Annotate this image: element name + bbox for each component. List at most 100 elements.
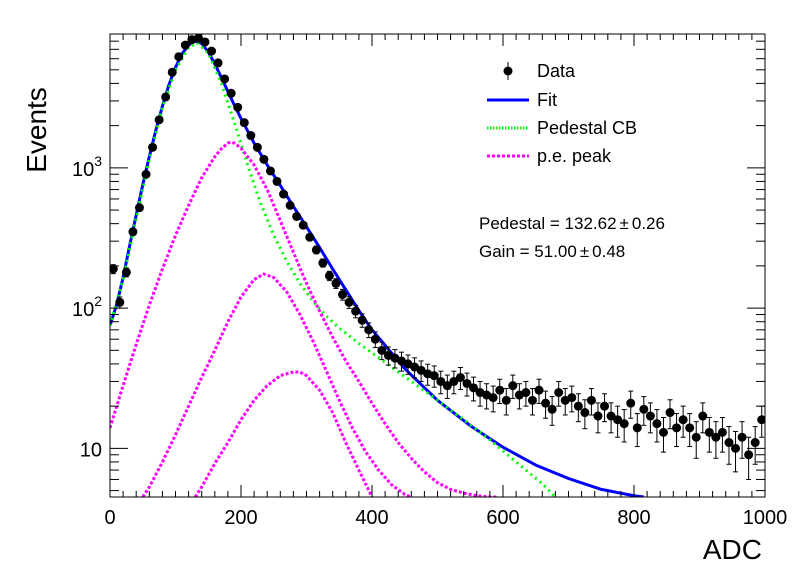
data-point bbox=[370, 331, 380, 349]
data-point bbox=[154, 115, 164, 125]
data-point-marker bbox=[344, 297, 354, 307]
data-point-marker bbox=[233, 102, 243, 112]
data-point bbox=[279, 189, 289, 199]
legend-entry-pe-peak: p.e. peak bbox=[487, 146, 612, 166]
data-point-marker bbox=[161, 92, 171, 102]
data-point-marker bbox=[724, 438, 734, 448]
y-tick-label-exponent: 2 bbox=[94, 293, 102, 309]
x-tick-label: 1000 bbox=[743, 507, 788, 529]
data-point bbox=[665, 399, 675, 430]
data-point bbox=[495, 378, 505, 404]
data-point-marker bbox=[200, 37, 210, 47]
data-point bbox=[233, 102, 243, 112]
data-point-marker bbox=[744, 450, 754, 460]
data-point-marker bbox=[600, 401, 610, 411]
data-point bbox=[508, 374, 518, 399]
legend-label-fit: Fit bbox=[537, 90, 557, 110]
data-point bbox=[626, 390, 636, 419]
data-point-marker bbox=[141, 169, 151, 179]
data-point-marker bbox=[193, 34, 203, 43]
series-line-p-e-peak-2 bbox=[141, 272, 412, 497]
annotation-gain-error: 0.48 bbox=[592, 242, 625, 261]
data-point-marker bbox=[436, 376, 446, 386]
data-point-marker bbox=[573, 401, 583, 411]
data-point bbox=[174, 52, 184, 62]
data-point bbox=[259, 154, 269, 164]
data-point bbox=[717, 416, 727, 453]
data-point-marker bbox=[547, 404, 557, 414]
annotation-gain-pm: ± bbox=[580, 242, 589, 261]
y-tick-label-base: 10 bbox=[72, 299, 94, 321]
data-point bbox=[672, 413, 682, 448]
data-point bbox=[318, 258, 328, 268]
y-tick-label: 102 bbox=[72, 293, 102, 321]
data-point bbox=[246, 131, 256, 141]
data-point-marker bbox=[685, 423, 695, 433]
x-axis-title: ADC bbox=[703, 534, 762, 565]
legend: Data Fit Pedestal CB p.e. peak bbox=[487, 61, 637, 166]
data-point-marker bbox=[128, 227, 138, 237]
legend-label-data: Data bbox=[537, 61, 576, 81]
data-point bbox=[554, 380, 564, 407]
series-line-pedestal-cb bbox=[110, 41, 557, 497]
data-point bbox=[141, 169, 151, 179]
x-tick-label: 400 bbox=[355, 507, 388, 529]
data-point bbox=[541, 390, 551, 419]
data-point bbox=[691, 421, 701, 459]
data-point bbox=[167, 67, 177, 77]
data-point bbox=[364, 322, 374, 339]
data-point bbox=[567, 385, 577, 413]
data-point-marker bbox=[750, 438, 760, 448]
data-point bbox=[272, 176, 282, 186]
data-point bbox=[462, 372, 472, 397]
data-point bbox=[534, 378, 544, 404]
data-point-marker bbox=[613, 415, 623, 425]
data-point-marker bbox=[737, 432, 747, 442]
data-point bbox=[226, 88, 236, 98]
legend-entry-data: Data bbox=[503, 61, 576, 81]
data-point-marker bbox=[148, 142, 158, 152]
data-point-marker bbox=[167, 67, 177, 77]
data-point-marker bbox=[619, 419, 629, 429]
data-point bbox=[527, 388, 537, 416]
data-point-marker bbox=[357, 315, 367, 325]
data-point bbox=[193, 34, 203, 43]
y-tick-label-base: 10 bbox=[72, 159, 94, 181]
data-point bbox=[573, 393, 583, 423]
data-point-marker bbox=[639, 404, 649, 414]
data-point-marker bbox=[442, 381, 452, 391]
data-point-marker bbox=[455, 373, 465, 383]
data-point bbox=[305, 232, 315, 242]
data-point-marker bbox=[292, 211, 302, 221]
data-point bbox=[619, 409, 629, 443]
data-point bbox=[731, 430, 741, 473]
data-point-marker bbox=[554, 388, 564, 398]
x-tick-label: 200 bbox=[224, 507, 257, 529]
data-point-marker bbox=[541, 398, 551, 408]
data-point bbox=[298, 220, 308, 230]
data-point bbox=[252, 142, 262, 152]
data-point-marker bbox=[652, 419, 662, 429]
data-point-marker bbox=[134, 203, 144, 213]
data-point bbox=[737, 421, 747, 459]
data-point-marker bbox=[246, 131, 256, 141]
data-point-marker bbox=[449, 376, 459, 386]
data-point-marker bbox=[488, 393, 498, 403]
data-point bbox=[580, 399, 590, 430]
legend-label-pedestal: Pedestal CB bbox=[537, 118, 637, 138]
data-point bbox=[455, 367, 465, 390]
data-point-marker bbox=[226, 88, 236, 98]
data-point bbox=[436, 370, 446, 395]
data-point-marker bbox=[377, 345, 387, 355]
data-point-marker bbox=[704, 427, 714, 437]
data-point bbox=[469, 376, 479, 402]
data-point bbox=[521, 380, 531, 407]
data-point-marker bbox=[370, 334, 380, 344]
data-point-marker bbox=[593, 411, 603, 421]
data-point bbox=[645, 402, 655, 434]
data-point-marker bbox=[672, 423, 682, 433]
data-point-marker bbox=[272, 176, 282, 186]
data-point-marker bbox=[338, 290, 348, 300]
